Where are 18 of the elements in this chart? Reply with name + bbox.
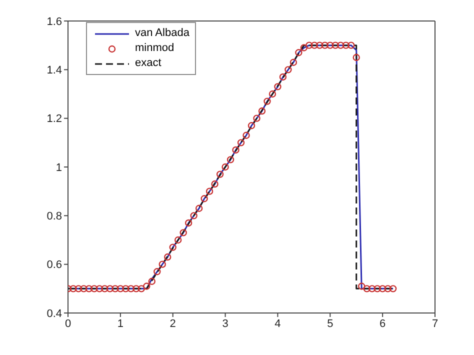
y-tick-label: 1.2 (46, 113, 62, 126)
x-tick-label: 4 (274, 318, 281, 330)
legend-label: van Albada (135, 26, 190, 41)
x-tick-label: 5 (327, 318, 334, 330)
x-tick-label: 6 (380, 318, 386, 330)
y-tick-label: 0.6 (46, 259, 62, 272)
y-tick-label: 1.6 (46, 16, 62, 28)
legend-label: exact (135, 56, 162, 71)
x-tick-label: 0 (64, 318, 72, 330)
x-tick-label: 3 (222, 318, 228, 330)
x-tick-label: 1 (117, 318, 124, 330)
legend-label: minmod (135, 41, 174, 56)
y-tick-label: 0.4 (46, 308, 62, 320)
y-tick-label: 0.8 (46, 210, 62, 223)
x-tick-label: 7 (432, 318, 438, 330)
y-tick-label: 1.4 (46, 64, 62, 77)
y-tick-label: 1 (56, 162, 62, 174)
x-tick-label: 2 (170, 318, 176, 330)
